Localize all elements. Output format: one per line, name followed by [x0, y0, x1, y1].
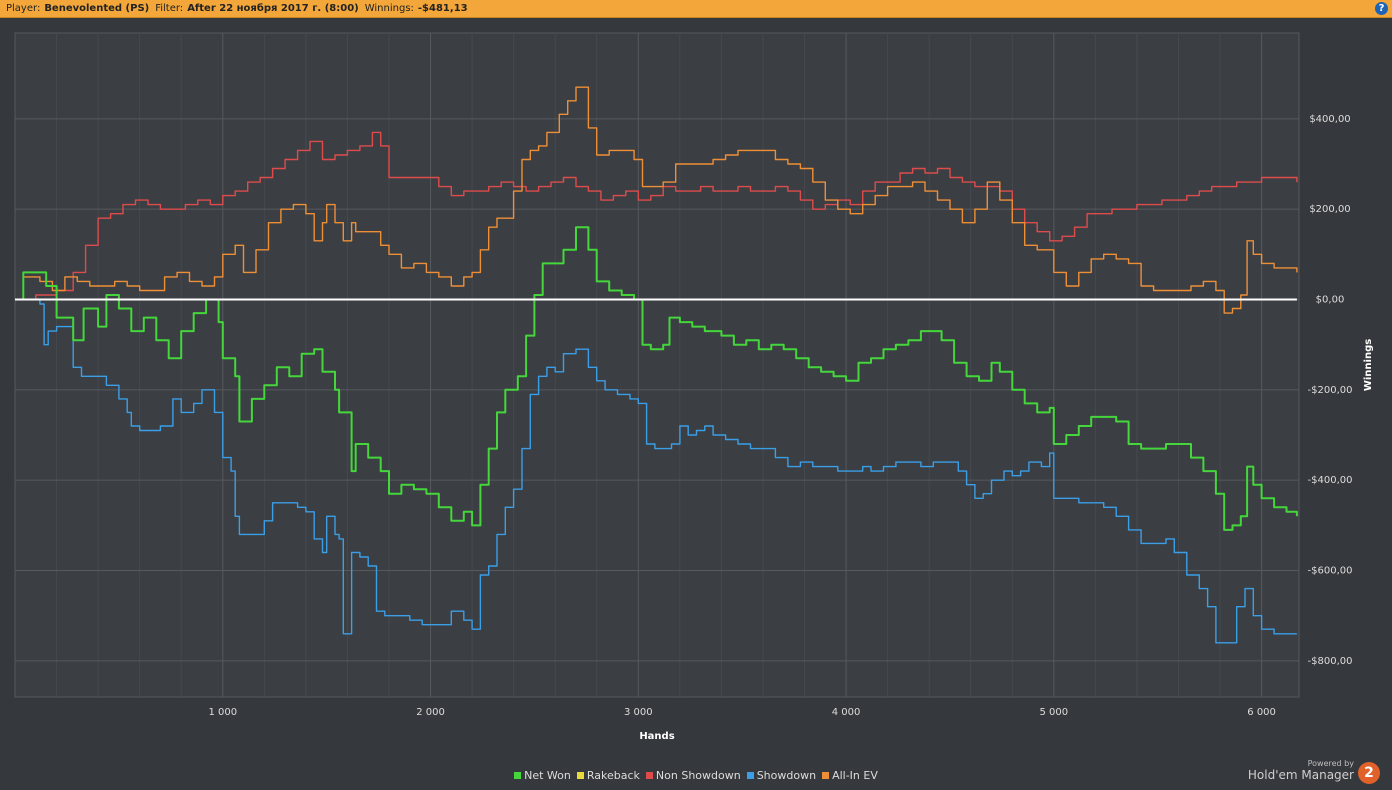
winnings-value: -$481,13 [417, 3, 468, 14]
legend-swatch [514, 771, 522, 779]
x-tick-label: 6 000 [1247, 707, 1276, 718]
x-axis-label: Hands [639, 731, 674, 742]
series-line-non-showdown [15, 131, 1298, 301]
legend-label: Net Won [524, 769, 571, 782]
legend-label: Showdown [756, 769, 817, 782]
legend-swatch [576, 771, 584, 779]
y-tick-label: $400,00 [1309, 114, 1350, 125]
x-tick-labels: 1 000 2 000 3 000 4 000 5 000 6 000 [208, 707, 1275, 718]
y-axis-label: Winnings [1363, 339, 1374, 391]
legend-swatch [645, 771, 653, 779]
player-value[interactable]: Benevolented (PS) [44, 3, 150, 14]
grid-lines [15, 33, 1299, 697]
x-tick-label: 1 000 [208, 707, 237, 718]
legend-label: Non Showdown [655, 769, 741, 782]
winnings-label: Winnings: [364, 3, 414, 14]
filter-label: Filter: [155, 3, 184, 14]
x-tick-label: 4 000 [832, 707, 861, 718]
legend-swatch [746, 771, 754, 779]
legend-item-all-in-ev[interactable]: All-In EV [822, 769, 878, 782]
legend-swatch [822, 771, 830, 779]
filter-bar: Player: Benevolented (PS) Filter: After … [0, 0, 1392, 18]
series-lines [15, 86, 1298, 644]
y-tick-label: -$200,00 [1308, 385, 1353, 396]
y-tick-labels: $400,00 $200,00 $0,00 -$200,00 -$400,00 -$600… [1308, 114, 1353, 667]
series-line-showdown [15, 298, 1297, 644]
chart-legend: Net Won Rakeback Non Showdown Showdown All-I… [0, 769, 1392, 782]
legend-item-non-showdown[interactable]: Non Showdown [645, 769, 741, 782]
y-tick-label: $0,00 [1316, 295, 1345, 306]
y-tick-label: -$400,00 [1308, 475, 1353, 486]
x-tick-label: 3 000 [624, 707, 653, 718]
powered-by: Powered by Hold'em Manager [1248, 759, 1354, 782]
series-line-all-in-ev [15, 86, 1298, 314]
hm2-logo-icon: 2 [1358, 762, 1380, 784]
legend-label: Rakeback [586, 769, 640, 782]
plot-area [14, 32, 1300, 698]
y-tick-label: -$800,00 [1308, 656, 1353, 667]
winnings-chart: $400,00 $200,00 $0,00 -$200,00 -$400,00 -$600… [14, 32, 1374, 742]
legend-item-rakeback[interactable]: Rakeback [576, 769, 640, 782]
legend-item-net-won[interactable]: Net Won [514, 769, 571, 782]
player-label: Player: [6, 3, 41, 14]
x-tick-label: 5 000 [1040, 707, 1069, 718]
y-tick-label: $200,00 [1309, 204, 1350, 215]
brand-name: Hold'em Manager [1247, 768, 1354, 782]
x-tick-label: 2 000 [416, 707, 445, 718]
legend-item-showdown[interactable]: Showdown [746, 769, 817, 782]
legend-label: All-In EV [832, 769, 878, 782]
help-icon[interactable]: ? [1375, 2, 1388, 15]
y-tick-label: -$600,00 [1308, 566, 1353, 577]
filter-value[interactable]: After 22 ноября 2017 г. (8:00) [187, 3, 359, 14]
powered-by-text: Powered by [1307, 759, 1354, 768]
